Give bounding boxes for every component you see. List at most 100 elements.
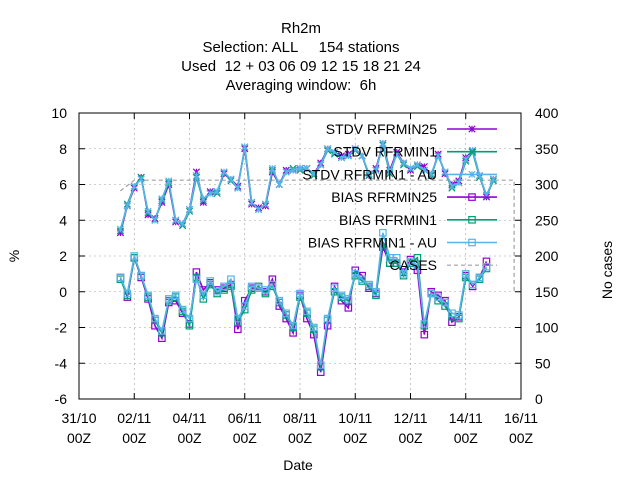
y-tick-label: 0 (59, 284, 67, 300)
x-tick-label-day: 16/11 (504, 410, 538, 426)
data-point (393, 150, 401, 158)
data-point (116, 225, 125, 233)
data-point (151, 216, 159, 224)
data-point (261, 200, 270, 208)
data-point (227, 175, 235, 183)
data-point (379, 228, 387, 237)
data-point (420, 330, 429, 339)
y2-tick-label: 100 (535, 320, 559, 336)
data-point (185, 321, 194, 330)
x-tick-label-day: 06/11 (228, 410, 262, 426)
data-point (234, 314, 242, 323)
y-tick-label: -2 (55, 320, 68, 336)
data-point (144, 291, 152, 300)
legend-label: STDV RFRMIN1 (334, 144, 438, 160)
legend-label: BIAS RFRMIN25 (331, 189, 437, 205)
data-point (441, 298, 449, 307)
title-line: Used 12 + 03 06 09 12 15 18 21 24 (181, 58, 421, 75)
data-point (420, 166, 428, 174)
data-point (289, 166, 297, 174)
data-point (240, 302, 249, 310)
x-tick-label-hour: 00Z (177, 430, 202, 446)
data-point (137, 175, 145, 183)
data-point (303, 164, 311, 173)
data-point (455, 311, 463, 319)
data-point (241, 143, 249, 151)
title-line: Rh2m (281, 20, 321, 37)
x-tick-label-day: 31/10 (61, 410, 96, 426)
data-point (317, 161, 325, 169)
data-point (386, 168, 394, 176)
data-point (234, 184, 242, 192)
data-point (468, 238, 476, 247)
data-point (434, 152, 442, 160)
x-tick-label-day: 04/11 (173, 410, 207, 426)
x-tick-label-hour: 00Z (398, 430, 423, 446)
data-point (178, 220, 187, 228)
data-point (413, 161, 422, 169)
legend-label: BIAS RFRMIN1 (339, 212, 437, 228)
data-point (123, 202, 131, 210)
data-point (330, 284, 339, 292)
data-point (468, 148, 476, 156)
data-point (192, 275, 201, 284)
data-point (268, 275, 277, 284)
data-point (448, 182, 456, 190)
data-point (130, 182, 138, 190)
data-point (268, 280, 277, 289)
data-point (468, 125, 476, 133)
series-stdv-rfrmin1-au (116, 139, 497, 233)
data-point (468, 193, 476, 201)
x-tick-label-day: 14/11 (449, 410, 483, 426)
series-line (120, 179, 515, 292)
data-point (268, 164, 276, 173)
data-point (358, 152, 366, 160)
data-point (185, 314, 194, 323)
data-point (310, 323, 318, 332)
series-bias-rfrmin1-au (116, 228, 491, 369)
y2-tick-label: 150 (535, 284, 559, 300)
data-point (123, 289, 132, 298)
data-point (192, 268, 201, 276)
x-tick-label-day: 10/11 (338, 410, 372, 426)
legend-label: CASES (390, 257, 437, 273)
data-point (171, 291, 180, 300)
data-point (461, 270, 470, 278)
data-point (220, 168, 228, 176)
x-axis-label: Date (283, 457, 313, 473)
data-point (289, 329, 297, 337)
y2-tick-label: 50 (535, 355, 551, 371)
data-point (206, 189, 214, 198)
data-point (192, 171, 201, 180)
data-point (468, 280, 477, 289)
data-point (468, 216, 476, 224)
data-point (282, 309, 290, 318)
data-point (206, 277, 215, 285)
data-point (261, 286, 270, 294)
data-point (234, 325, 242, 334)
y-tick-label: 4 (59, 212, 67, 228)
data-point (379, 139, 387, 148)
legend-label: BIAS RFRMIN1 - AU (308, 235, 437, 251)
series-layer (116, 139, 515, 376)
data-point (323, 314, 332, 323)
data-point (213, 287, 221, 296)
legend-label: STDV RFRMIN25 (326, 121, 437, 137)
data-point (365, 280, 373, 289)
y2-tick-label: 200 (535, 248, 559, 264)
data-point (330, 148, 339, 156)
data-point (316, 361, 325, 369)
data-point (310, 170, 318, 178)
y2-tick-label: 250 (535, 212, 559, 228)
data-point (296, 164, 304, 173)
data-point (372, 166, 380, 174)
data-point (351, 270, 360, 278)
y-tick-label: -6 (55, 391, 68, 407)
data-point (351, 145, 359, 153)
series-cases (120, 179, 515, 292)
data-point (358, 275, 366, 284)
y2-tick-label: 300 (535, 177, 559, 193)
x-tick-label-hour: 00Z (122, 430, 147, 446)
x-tick-label-hour: 00Z (67, 430, 92, 446)
